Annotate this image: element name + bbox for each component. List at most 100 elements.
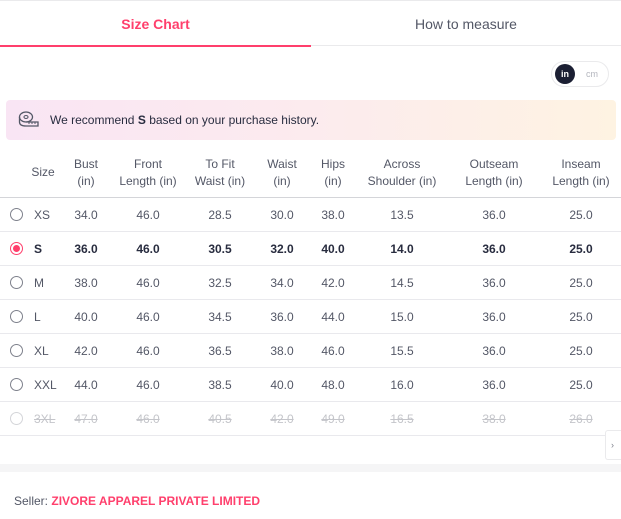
cell-across-shoulder: 16.0 [390, 377, 414, 392]
size-radio-button[interactable] [10, 310, 23, 323]
cell-across-shoulder: 13.5 [390, 207, 414, 222]
chevron-right-icon: › [611, 440, 614, 450]
table-row: 3XL 47.0 46.0 40.5 42.0 49.0 16.5 38.0 26.0 [0, 402, 621, 436]
cell-hips: 46.0 [321, 343, 345, 358]
unit-cm-option[interactable]: cm [586, 69, 598, 79]
cell-hips: 49.0 [321, 411, 345, 426]
header-inseam-length: Inseam Length (in) [552, 156, 610, 188]
cell-across-shoulder: 15.5 [390, 343, 414, 358]
cell-across-shoulder: 15.0 [390, 309, 414, 324]
table-row[interactable]: S 36.0 46.0 30.5 32.0 40.0 14.0 36.0 25.0 [0, 232, 621, 266]
scroll-right-button[interactable]: › [605, 430, 621, 460]
seller-label: Seller: [14, 494, 49, 508]
cell-front-length: 46.0 [136, 343, 160, 358]
table-row[interactable]: XL 42.0 46.0 36.5 38.0 46.0 15.5 36.0 25.0 [0, 334, 621, 368]
tab-size-chart[interactable]: Size Chart [0, 2, 311, 47]
size-radio-cell [0, 300, 28, 333]
cell-hips: 48.0 [321, 377, 345, 392]
cell-outseam-length: 36.0 [482, 377, 506, 392]
cell-outseam-length: 36.0 [482, 309, 506, 324]
cell-bust: 36.0 [74, 241, 98, 256]
tab-bar: Size Chart How to measure [0, 2, 621, 47]
cell-front-length: 46.0 [136, 241, 160, 256]
table-row[interactable]: XS 34.0 46.0 28.5 30.0 38.0 13.5 36.0 25.0 [0, 198, 621, 232]
cell-outseam-length: 36.0 [482, 343, 506, 358]
header-outseam-length: Outseam Length (in) [465, 156, 523, 188]
cell-outseam-length: 38.0 [482, 411, 506, 426]
recommended-size: S [137, 113, 146, 127]
size-radio-cell [0, 266, 28, 299]
cell-inseam-length: 25.0 [569, 207, 593, 222]
cell-inseam-length: 25.0 [569, 309, 593, 324]
size-radio-cell [0, 198, 28, 231]
cell-outseam-length: 36.0 [482, 207, 506, 222]
header-across-shoulder: Across Shoulder (in) [367, 156, 437, 188]
cell-hips: 38.0 [321, 207, 345, 222]
cell-size: XL [34, 343, 49, 358]
size-recommendation-banner: We recommend S based on your purchase hi… [6, 100, 616, 140]
cell-front-length: 46.0 [136, 207, 160, 222]
cell-bust: 44.0 [74, 377, 98, 392]
cell-front-length: 46.0 [136, 411, 160, 426]
size-radio-cell [0, 232, 28, 265]
cell-inseam-length: 25.0 [569, 275, 593, 290]
cell-inseam-length: 25.0 [569, 377, 593, 392]
cell-outseam-length: 36.0 [482, 241, 506, 256]
measuring-tape-icon [18, 111, 39, 127]
unit-toggle[interactable]: in cm [551, 61, 609, 87]
cell-waist: 36.0 [270, 309, 294, 324]
seller-info: Seller: ZIVORE APPAREL PRIVATE LIMITED [14, 494, 260, 508]
top-divider [0, 0, 621, 1]
header-to-fit-waist: To Fit Waist (in) [194, 156, 246, 188]
size-radio-button[interactable] [10, 208, 23, 221]
header-size: Size [31, 165, 55, 179]
cell-waist: 34.0 [270, 275, 294, 290]
cell-outseam-length: 36.0 [482, 275, 506, 290]
table-row[interactable]: XXL 44.0 46.0 38.5 40.0 48.0 16.0 36.0 25.0 [0, 368, 621, 402]
cell-front-length: 46.0 [136, 377, 160, 392]
cell-to-fit-waist: 32.5 [208, 275, 232, 290]
size-radio-button[interactable] [10, 242, 23, 255]
cell-across-shoulder: 14.5 [390, 275, 414, 290]
header-bust: Bust (in) [73, 156, 98, 188]
recommendation-text: We recommend S based on your purchase hi… [50, 113, 320, 127]
table-row[interactable]: L 40.0 46.0 34.5 36.0 44.0 15.0 36.0 25.0 [0, 300, 621, 334]
cell-hips: 40.0 [321, 241, 345, 256]
table-row[interactable]: M 38.0 46.0 32.5 34.0 42.0 14.5 36.0 25.0 [0, 266, 621, 300]
cell-across-shoulder: 14.0 [390, 241, 414, 256]
unit-inch-option[interactable]: in [555, 64, 575, 84]
size-radio-button [10, 412, 23, 425]
cell-across-shoulder: 16.5 [390, 411, 414, 426]
cell-hips: 42.0 [321, 275, 345, 290]
size-chart-table: Size Bust (in) Front Length (in) To Fit Waist … [0, 148, 621, 436]
size-radio-button[interactable] [10, 276, 23, 289]
cell-bust: 42.0 [74, 343, 98, 358]
cell-bust: 38.0 [74, 275, 98, 290]
cell-size: XS [34, 207, 51, 222]
seller-name-link[interactable]: ZIVORE APPAREL PRIVATE LIMITED [51, 494, 261, 508]
cell-inseam-length: 25.0 [569, 343, 593, 358]
cell-waist: 42.0 [270, 411, 294, 426]
cell-size: XXL [34, 377, 57, 392]
cell-hips: 44.0 [321, 309, 345, 324]
header-front-length: Front Length (in) [119, 156, 177, 188]
header-hips: Hips (in) [320, 156, 345, 188]
cell-front-length: 46.0 [136, 275, 160, 290]
cell-front-length: 46.0 [136, 309, 160, 324]
table-header: Size Bust (in) Front Length (in) To Fit Waist … [0, 148, 621, 198]
cell-to-fit-waist: 30.5 [208, 241, 232, 256]
cell-to-fit-waist: 40.5 [208, 411, 232, 426]
section-divider [0, 464, 621, 472]
cell-waist: 32.0 [270, 241, 294, 256]
cell-bust: 40.0 [74, 309, 98, 324]
cell-waist: 38.0 [270, 343, 294, 358]
tab-how-to-measure[interactable]: How to measure [415, 16, 517, 32]
size-radio-cell [0, 402, 28, 435]
size-radio-button[interactable] [10, 344, 23, 357]
cell-size: M [34, 275, 44, 290]
size-radio-button[interactable] [10, 378, 23, 391]
size-radio-cell [0, 334, 28, 367]
cell-to-fit-waist: 28.5 [208, 207, 232, 222]
cell-to-fit-waist: 36.5 [208, 343, 232, 358]
cell-size: S [34, 241, 43, 256]
